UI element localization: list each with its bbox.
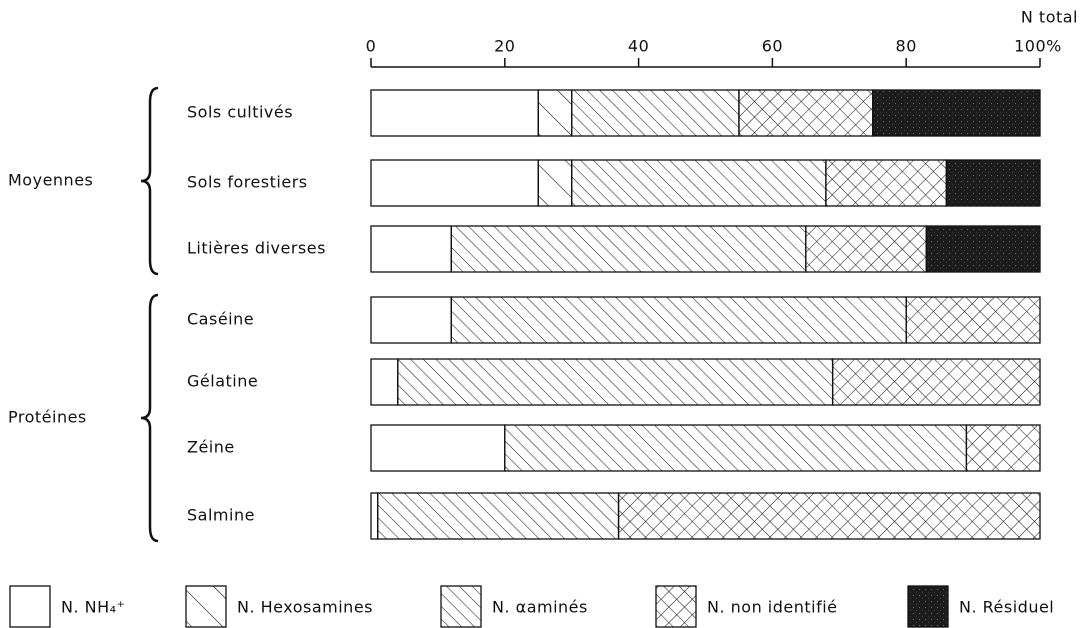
legend-label: N. non identifié xyxy=(707,598,838,617)
legend-label: N. Hexosamines xyxy=(237,598,373,617)
bar-segment xyxy=(925,225,1041,273)
category-label: Zéine xyxy=(187,438,235,457)
bar-segment xyxy=(504,424,968,472)
group-brace xyxy=(140,86,159,276)
category-label: Salmine xyxy=(187,506,255,525)
x-axis-label: N total xyxy=(1021,8,1078,27)
bar-segment xyxy=(965,424,1041,472)
bar-segment xyxy=(738,89,874,137)
group-label: Protéines xyxy=(8,408,87,427)
category-label: Sols cultivés xyxy=(187,103,293,122)
bar-segment xyxy=(370,225,452,273)
group-label: Moyennes xyxy=(8,171,93,190)
bar-segment xyxy=(537,159,573,207)
bar-segment xyxy=(825,159,947,207)
bar-segment xyxy=(571,89,740,137)
legend-swatch xyxy=(907,585,949,628)
legend-label: N. αaminés xyxy=(492,598,588,617)
bar-segment xyxy=(617,492,1041,540)
x-tick-label: 40 xyxy=(628,37,649,56)
bar-segment xyxy=(370,296,452,344)
legend-label: N. NH₄⁺ xyxy=(61,598,126,617)
bar-segment xyxy=(805,225,927,273)
bar-segment xyxy=(905,296,1041,344)
bar-segment xyxy=(370,424,506,472)
x-tick-label: 100% xyxy=(1014,37,1062,56)
x-tick-label: 0 xyxy=(366,37,377,56)
bar-segment xyxy=(571,159,827,207)
group-brace xyxy=(140,293,159,543)
x-tick-label: 60 xyxy=(762,37,783,56)
x-tick-label: 20 xyxy=(494,37,515,56)
legend-swatch xyxy=(440,585,482,628)
bar-segment xyxy=(370,358,399,406)
bar-segment xyxy=(450,225,807,273)
legend-swatch xyxy=(9,585,51,628)
bar-segment xyxy=(831,358,1041,406)
bar-segment xyxy=(945,159,1041,207)
bar-segment xyxy=(370,89,539,137)
bar-segment xyxy=(377,492,620,540)
bar-segment xyxy=(537,89,573,137)
x-tick-label: 80 xyxy=(896,37,917,56)
bar-segment xyxy=(370,159,539,207)
bar-segment xyxy=(370,492,379,540)
legend-swatch xyxy=(655,585,697,628)
bar-segment xyxy=(397,358,834,406)
category-label: Litières diverses xyxy=(187,239,326,258)
category-label: Sols forestiers xyxy=(187,173,308,192)
bar-segment xyxy=(450,296,907,344)
legend-label: N. Résiduel xyxy=(959,598,1054,617)
legend-swatch xyxy=(185,585,227,628)
bar-segment xyxy=(872,89,1041,137)
category-label: Gélatine xyxy=(187,372,258,391)
category-label: Caséine xyxy=(187,310,254,329)
